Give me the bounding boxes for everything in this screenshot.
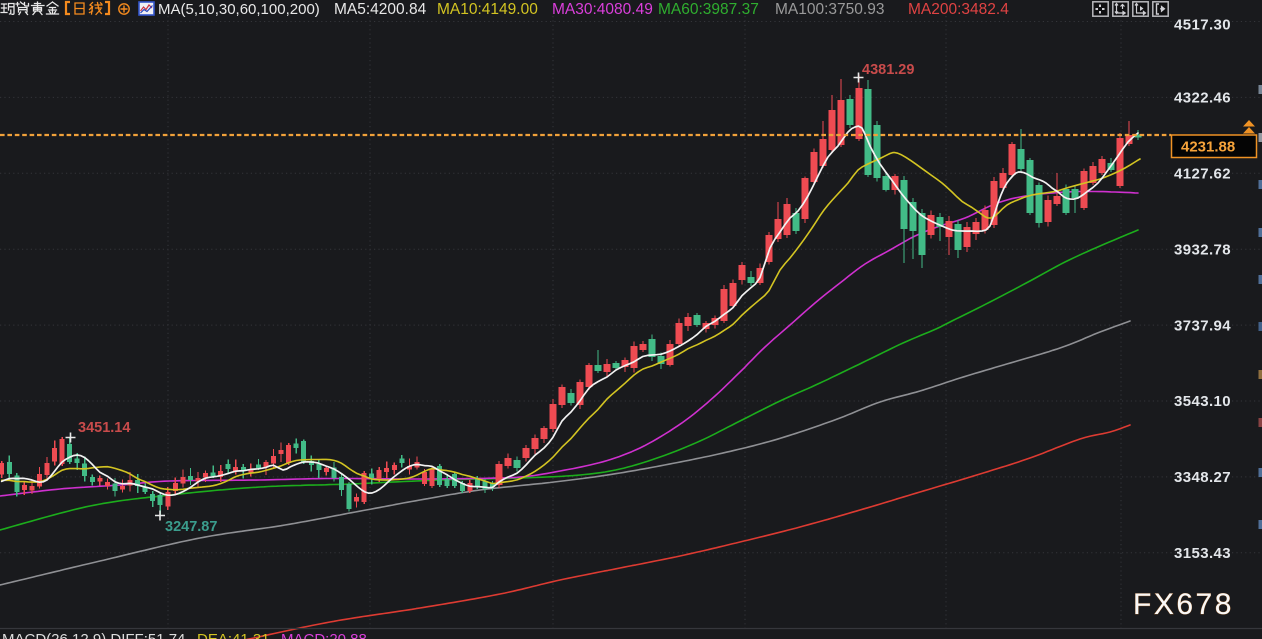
svg-text:3247.87: 3247.87 [165,519,217,535]
svg-text:3451.14: 3451.14 [78,420,130,436]
svg-text:3153.43: 3153.43 [1174,545,1231,562]
svg-text:3348.27: 3348.27 [1174,469,1231,486]
svg-text:4127.62: 4127.62 [1174,166,1231,183]
svg-text:3543.10: 3543.10 [1174,393,1231,410]
svg-text:DEA:41.31: DEA:41.31 [197,631,270,639]
svg-text:4517.30: 4517.30 [1174,16,1231,33]
svg-text:MA(5,10,30,60,100,200): MA(5,10,30,60,100,200) [158,1,320,18]
svg-text:MA60:3987.37: MA60:3987.37 [658,1,759,18]
svg-text:MACD(26,12,9) DIFF:51.74: MACD(26,12,9) DIFF:51.74 [2,631,185,639]
svg-text:4322.46: 4322.46 [1174,90,1231,107]
svg-text:MA5:4200.84: MA5:4200.84 [334,1,427,18]
svg-text:FX678: FX678 [1133,588,1234,621]
svg-text:MA30:4080.49: MA30:4080.49 [552,1,653,18]
svg-text:4381.29: 4381.29 [862,62,914,78]
svg-text:3737.94: 3737.94 [1174,317,1231,334]
svg-text:3932.78: 3932.78 [1174,241,1231,258]
svg-text:MA200:3482.4: MA200:3482.4 [908,1,1009,18]
svg-text:4231.88: 4231.88 [1181,139,1235,156]
svg-text:MA10:4149.00: MA10:4149.00 [437,1,538,18]
svg-text:MACD:20.88: MACD:20.88 [281,631,367,639]
svg-text:MA100:3750.93: MA100:3750.93 [775,1,884,18]
